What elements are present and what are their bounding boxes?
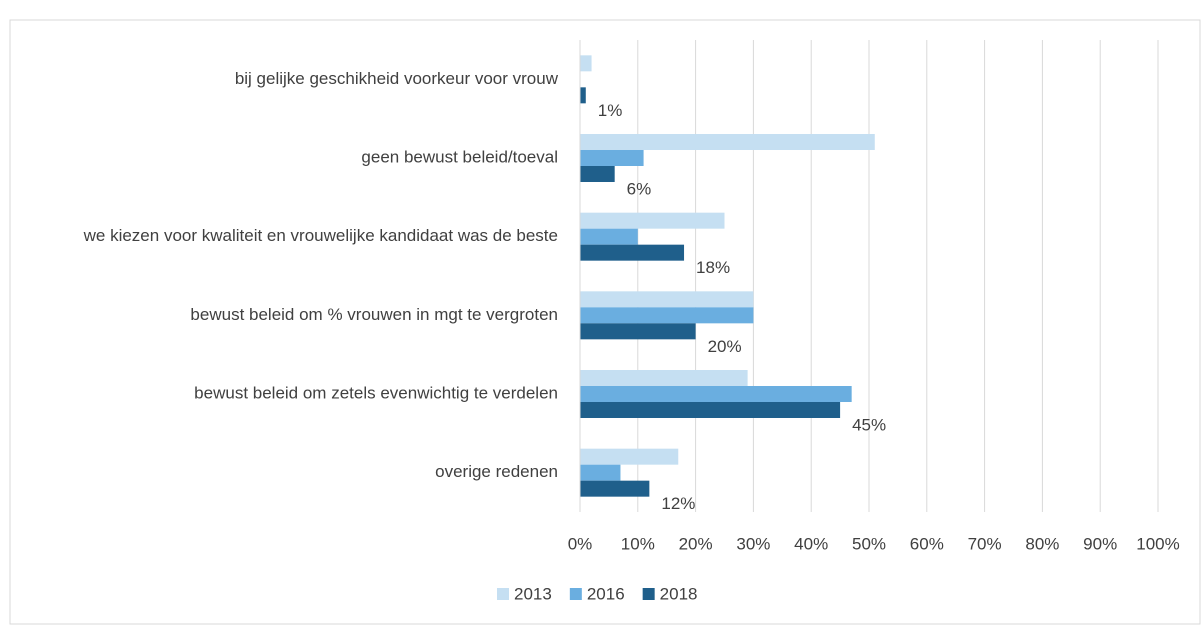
data-label: 6% xyxy=(627,179,652,198)
legend-label: 2018 xyxy=(660,584,698,603)
x-tick-label: 40% xyxy=(794,534,828,553)
bar xyxy=(580,480,650,497)
x-tick-label: 30% xyxy=(736,534,770,553)
legend-label: 2013 xyxy=(514,584,552,603)
bar xyxy=(580,402,841,418)
data-label: 1% xyxy=(598,101,623,120)
y-tick-label: geen bewust beleid/toeval xyxy=(361,147,558,166)
x-tick-label: 10% xyxy=(621,534,655,553)
data-label: 45% xyxy=(852,415,886,434)
bar xyxy=(580,212,725,229)
bar xyxy=(580,307,754,324)
x-tick-label: 0% xyxy=(568,534,593,553)
x-tick-label: 50% xyxy=(852,534,886,553)
bar xyxy=(580,464,621,481)
x-tick-label: 60% xyxy=(910,534,944,553)
bar xyxy=(580,386,852,402)
bar xyxy=(580,323,696,340)
x-tick-label: 80% xyxy=(1025,534,1059,553)
legend-label: 2016 xyxy=(587,584,625,603)
bar xyxy=(580,150,644,166)
bar xyxy=(580,228,638,245)
bar xyxy=(580,134,875,150)
data-label: 20% xyxy=(708,337,742,356)
y-tick-label: overige redenen xyxy=(435,462,558,481)
legend-swatch xyxy=(497,588,509,600)
bar xyxy=(580,87,586,104)
y-tick-label: bewust beleid om % vrouwen in mgt te ver… xyxy=(190,305,558,324)
x-tick-label: 70% xyxy=(968,534,1002,553)
x-tick-label: 20% xyxy=(679,534,713,553)
x-tick-label: 90% xyxy=(1083,534,1117,553)
bar xyxy=(580,291,754,308)
bar xyxy=(580,55,592,72)
data-label: 12% xyxy=(661,494,695,513)
y-tick-label: bewust beleid om zetels evenwichtig te v… xyxy=(194,383,558,402)
x-tick-label: 100% xyxy=(1136,534,1179,553)
bar xyxy=(580,448,679,465)
bar xyxy=(580,370,748,386)
legend-swatch xyxy=(642,588,655,600)
data-label: 18% xyxy=(696,258,730,277)
bar xyxy=(580,166,615,182)
bar xyxy=(580,244,685,261)
legend-swatch xyxy=(569,588,582,600)
y-tick-label: bij gelijke geschikheid voorkeur voor vr… xyxy=(235,69,559,88)
y-tick-label: we kiezen voor kwaliteit en vrouwelijke … xyxy=(83,226,558,245)
